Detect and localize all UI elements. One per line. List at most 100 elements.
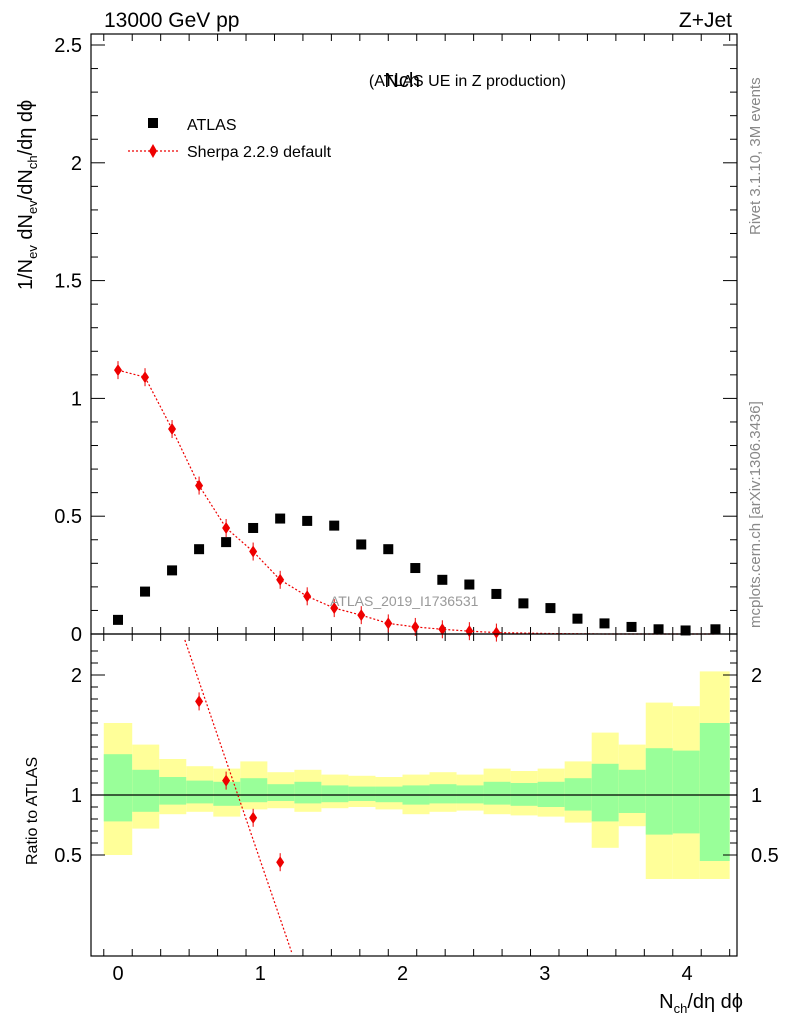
analysis-watermark: ATLAS_2019_I1736531 [330,593,479,609]
atlas-point [626,621,637,632]
ratio-plot-panel: 0.5 0.5 1 1 2 2 0 1 2 3 4 [54,633,779,985]
ratio-inner-band-bin [429,784,457,804]
ratio-inner-band-bin [699,723,730,861]
main-y-ticks: 0 0.5 1 1.5 2 2.5 [54,35,737,646]
sherpa-point [195,479,204,492]
atlas-point [356,539,367,550]
x-tick-label: 0 [112,963,123,985]
legend: ATLAS Sherpa 2.2.9 default [128,117,332,161]
main-plot-panel: 0 0.5 1 1.5 2 2.5 [54,33,738,646]
atlas-point [194,544,205,555]
main-y-tick-label: 0.5 [54,506,82,528]
ratio-y-tick-label-right: 0.5 [751,845,779,867]
sherpa-ratio-line [184,639,293,953]
ratio-inner-band-bin [240,778,268,803]
legend-atlas-label: ATLAS [187,117,237,134]
ratio-y-tick-label-left: 1 [71,785,82,807]
ratio-data-marks [184,639,293,953]
sherpa-point [303,590,312,603]
sherpa-point [492,626,501,639]
plot-subtitle: (ATLAS UE in Z production) [369,73,566,90]
atlas-point [275,513,286,524]
header-left-label: 13000 GeV pp [104,9,239,32]
ratio-inner-band-bin [186,780,214,804]
sherpa-ratio-point [249,811,258,824]
main-y-tick-label: 1 [71,388,82,410]
sherpa-point [168,423,177,436]
atlas-point [140,586,151,597]
atlas-point [410,563,421,574]
main-y-tick-label: 2.5 [54,35,82,57]
header-right-label: Z+Jet [679,9,732,32]
ratio-inner-band-bin [348,786,376,801]
plot-title: Nch [384,70,420,92]
mcplots-reference-label: mcplots.cern.ch [arXiv:1306.3436] [747,401,764,628]
ratio-inner-band-bin [645,748,673,835]
sherpa-point [249,545,258,558]
x-tick-label: 2 [397,963,408,985]
ratio-inner-band-bin [267,784,295,801]
sherpa-point [465,625,474,638]
atlas-point [599,618,610,629]
rivet-version-label: Rivet 3.1.10, 3M events [747,77,764,235]
sherpa-point [411,620,420,633]
atlas-point [518,598,529,609]
ratio-inner-band-bin [591,763,619,822]
sherpa-point [384,617,393,630]
legend-sherpa-marker [149,144,157,158]
main-data-marks [113,361,721,642]
sherpa-point [330,602,339,615]
ratio-inner-band-bin [103,754,133,822]
legend-atlas-marker [148,118,158,128]
x-tick-label: 4 [681,963,692,985]
legend-sherpa-label: Sherpa 2.2.9 default [187,144,332,161]
x-axis-label: Nch/dη dϕ [659,991,743,1016]
atlas-point [383,544,394,555]
atlas-point [545,603,556,614]
ratio-y-tick-label-right: 2 [751,665,762,687]
sherpa-point [357,609,366,622]
sherpa-ratio-point [222,774,231,787]
main-y-tick-label: 1.5 [54,271,82,293]
atlas-point [221,537,232,548]
ratio-uncertainty-bands [103,671,730,879]
ratio-inner-band-bin [483,781,511,805]
atlas-point [464,579,475,590]
atlas-point [437,574,448,585]
ratio-inner-band-bin [672,750,700,834]
ratio-y-tick-label-right: 1 [751,785,762,807]
sherpa-point [141,371,150,384]
atlas-point [491,588,502,599]
sherpa-point [276,573,285,586]
atlas-point [572,613,583,624]
ratio-x-ticks: 0 1 2 3 4 [103,634,731,985]
atlas-point [680,625,691,636]
sherpa-point [438,623,447,636]
atlas-point [653,624,664,635]
x-tick-label: 3 [539,963,550,985]
ratio-y-tick-label-left: 0.5 [54,845,82,867]
ratio-y-axis-label: Ratio to ATLAS [24,757,41,865]
main-y-tick-label: 0 [71,624,82,646]
ratio-y-tick-label-left: 2 [71,665,82,687]
atlas-point [710,624,721,635]
atlas-point [167,565,178,576]
sherpa-point [222,521,231,534]
ratio-inner-band-bin [375,786,403,803]
main-y-tick-label: 2 [71,153,82,175]
ratio-y-ticks: 0.5 0.5 1 1 2 2 [54,650,779,867]
ratio-inner-band-bin [159,777,187,805]
ratio-inner-band-bin [618,769,646,813]
x-tick-label: 1 [255,963,266,985]
sherpa-ratio-point [276,856,285,869]
atlas-point [113,614,123,625]
sherpa-point [114,364,122,377]
ratio-inner-band-bin [321,785,349,803]
atlas-point [248,522,259,533]
main-y-axis-label: 1/Nev dNev/dNch/dη dϕ [15,100,40,290]
atlas-point [329,520,340,531]
atlas-point [302,515,313,526]
sherpa-ratio-point [195,695,204,708]
ratio-inner-band-bin [132,769,160,812]
